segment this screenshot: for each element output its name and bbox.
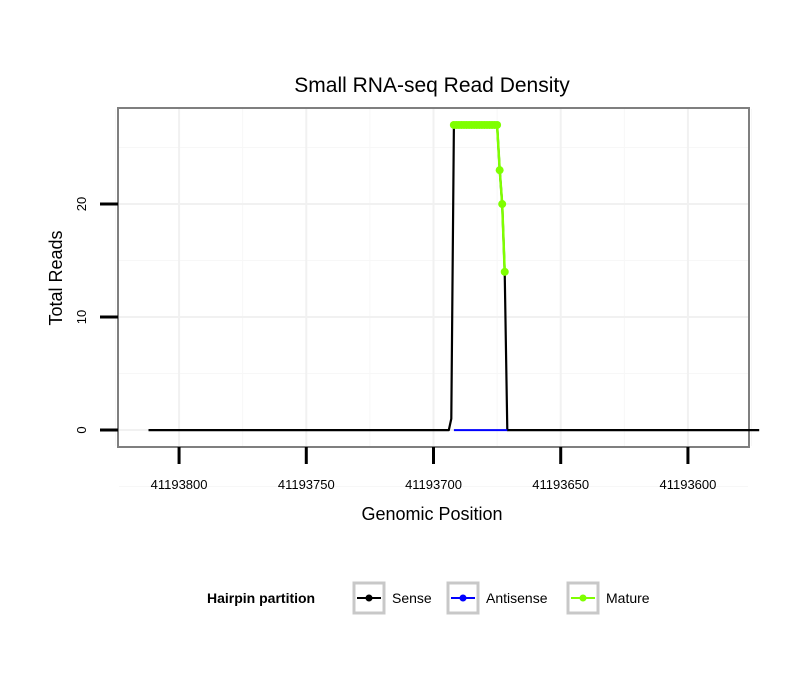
x-tick-label: 41193750 bbox=[278, 477, 335, 492]
mature-point bbox=[498, 200, 507, 209]
legend-label-antisense: Antisense bbox=[486, 590, 548, 606]
legend-point-antisense bbox=[459, 594, 467, 602]
legend-item-mature: Mature bbox=[566, 581, 650, 615]
legend-item-antisense: Antisense bbox=[446, 581, 548, 615]
legend-item-sense: Sense bbox=[352, 581, 432, 615]
x-tick-label: 41193700 bbox=[405, 477, 462, 492]
mature-point bbox=[495, 166, 504, 175]
legend-label-mature: Mature bbox=[606, 590, 650, 606]
series-layer bbox=[148, 120, 760, 432]
x-tick-label: 41193650 bbox=[532, 477, 589, 492]
x-axis: 41193800 41193750 41193700 41193650 41193600 bbox=[151, 447, 716, 492]
legend-label-sense: Sense bbox=[392, 590, 432, 606]
chart-title: Small RNA-seq Read Density bbox=[294, 74, 570, 97]
y-tick-label: 20 bbox=[74, 197, 89, 211]
mature-point bbox=[493, 120, 502, 129]
y-axis-title: Total Reads bbox=[46, 230, 66, 325]
y-axis: 0 10 20 bbox=[74, 197, 118, 434]
y-tick-label: 10 bbox=[74, 310, 89, 324]
x-tick-label: 41193800 bbox=[151, 477, 208, 492]
legend: Hairpin partition Sense Antisense Mature bbox=[207, 581, 650, 615]
legend-title: Hairpin partition bbox=[207, 590, 315, 606]
mature-point bbox=[500, 267, 509, 276]
legend-point-sense bbox=[365, 594, 373, 602]
x-tick-label: 41193600 bbox=[659, 477, 716, 492]
legend-point-mature bbox=[579, 594, 587, 602]
x-axis-title: Genomic Position bbox=[361, 504, 502, 524]
y-tick-label: 0 bbox=[74, 426, 89, 433]
